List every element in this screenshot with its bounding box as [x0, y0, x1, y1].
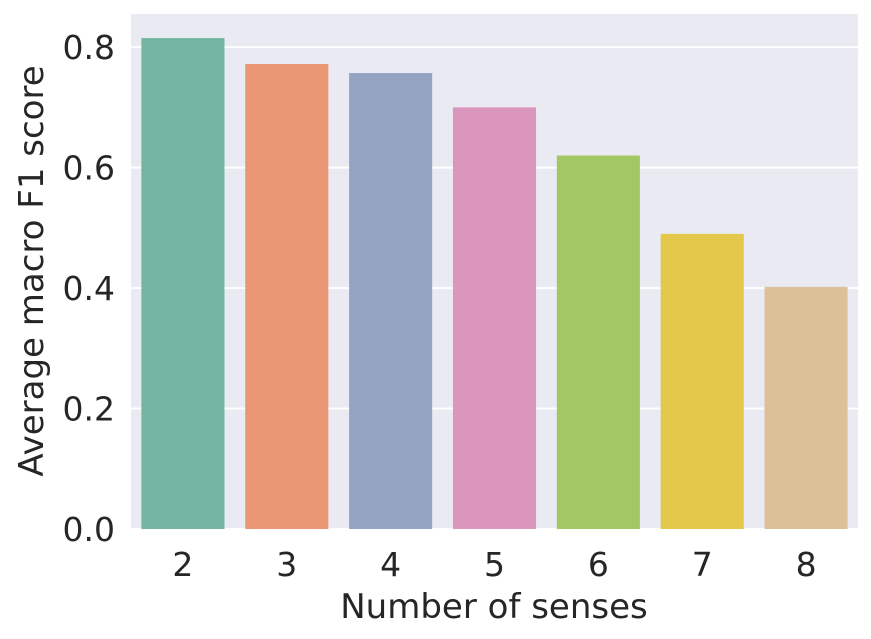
bar-6	[556, 155, 640, 529]
y-tick-label: 0.2	[63, 390, 115, 429]
bar-7	[660, 233, 744, 529]
x-tick-label: 7	[692, 545, 713, 584]
y-axis-label: Average macro F1 score	[12, 65, 52, 476]
x-tick-label: 6	[588, 545, 609, 584]
bar-2	[141, 38, 225, 529]
y-axis-ticks: 0.0 0.2 0.4 0.6 0.8	[63, 28, 115, 549]
bar-5	[452, 107, 537, 529]
x-axis-label: Number of senses	[340, 587, 648, 627]
x-tick-label: 4	[380, 545, 401, 584]
bar-4	[349, 73, 433, 530]
x-tick-label: 2	[172, 545, 193, 584]
bar-3	[245, 63, 329, 530]
y-tick-label: 0.0	[63, 510, 115, 549]
y-tick-label: 0.6	[63, 149, 115, 188]
bar-8	[764, 286, 848, 529]
x-tick-label: 5	[484, 545, 505, 584]
x-tick-label: 8	[796, 545, 817, 584]
bars	[141, 38, 848, 530]
y-tick-label: 0.8	[63, 28, 115, 67]
x-axis-ticks: 2 3 4 5 6 7 8	[172, 545, 816, 584]
y-tick-label: 0.4	[63, 269, 115, 308]
x-tick-label: 3	[276, 545, 297, 584]
